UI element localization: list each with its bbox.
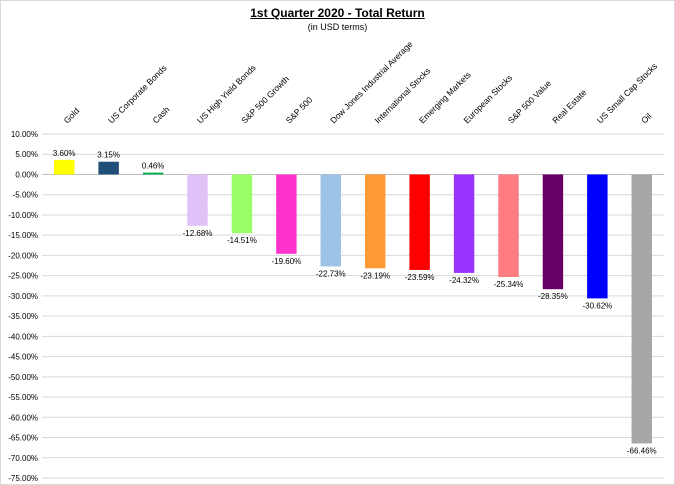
data-label: -66.46% bbox=[627, 446, 657, 455]
y-tick-label: -30.00% bbox=[8, 292, 38, 301]
y-tick-label: -55.00% bbox=[8, 393, 38, 402]
bar bbox=[98, 161, 119, 175]
category-label: Cash bbox=[150, 104, 171, 125]
y-tick-label: -10.00% bbox=[8, 211, 38, 220]
y-tick-label: -65.00% bbox=[8, 434, 38, 443]
bar bbox=[587, 174, 608, 299]
data-label: -23.59% bbox=[405, 273, 435, 282]
data-label: -14.51% bbox=[227, 236, 257, 245]
y-tick-label: -40.00% bbox=[8, 332, 38, 341]
data-label: -25.34% bbox=[494, 280, 524, 289]
y-tick-label: 10.00% bbox=[11, 130, 38, 139]
bar bbox=[364, 174, 386, 269]
y-tick-label: -50.00% bbox=[8, 373, 38, 382]
y-tick-label: -70.00% bbox=[8, 454, 38, 463]
y-tick-label: -5.00% bbox=[13, 191, 38, 200]
data-label: 3.15% bbox=[97, 151, 120, 160]
data-labels: 3.60% 3.15% 0.46% -12.68% -14.51% -19.60% -22.… bbox=[53, 149, 657, 456]
y-tick-label: -20.00% bbox=[8, 251, 38, 260]
y-tick-label: -15.00% bbox=[8, 231, 38, 240]
bar bbox=[542, 174, 564, 290]
data-label: -22.73% bbox=[316, 269, 346, 278]
bar bbox=[409, 174, 430, 270]
bar bbox=[498, 174, 519, 278]
y-tick-label: -60.00% bbox=[8, 413, 38, 422]
data-label: -23.19% bbox=[360, 271, 390, 280]
category-label: S&P 500 bbox=[284, 95, 315, 126]
category-label: Oil bbox=[639, 111, 653, 125]
data-label: -28.35% bbox=[538, 292, 568, 301]
bars bbox=[53, 159, 653, 444]
data-label: -24.32% bbox=[449, 276, 479, 285]
y-tick-label: -25.00% bbox=[8, 272, 38, 281]
gridlines bbox=[42, 133, 664, 479]
chart-title: 1st Quarter 2020 - Total Return bbox=[250, 6, 425, 20]
bar bbox=[320, 174, 342, 267]
y-tick-label: -75.00% bbox=[8, 474, 38, 483]
category-label: S&P 500 Value bbox=[506, 78, 553, 125]
y-tick-label: -35.00% bbox=[8, 312, 38, 321]
bar bbox=[231, 174, 253, 234]
data-label: 3.60% bbox=[53, 149, 76, 158]
category-label: Gold bbox=[62, 105, 82, 125]
data-label: 0.46% bbox=[142, 162, 165, 171]
data-label: -19.60% bbox=[271, 257, 301, 266]
data-label: -30.62% bbox=[582, 301, 612, 310]
bar bbox=[187, 174, 208, 226]
y-tick-label: -45.00% bbox=[8, 353, 38, 362]
y-axis: 10.00% 5.00% 0.00% -5.00% -10.00% -15.00% -20.… bbox=[8, 130, 38, 483]
y-tick-label: 0.00% bbox=[15, 170, 38, 179]
bar bbox=[142, 172, 164, 175]
y-tick-label: 5.00% bbox=[15, 150, 38, 159]
bar bbox=[53, 159, 75, 175]
chart-subtitle: (in USD terms) bbox=[307, 22, 368, 32]
bar bbox=[276, 174, 297, 254]
data-label: -12.68% bbox=[183, 229, 213, 238]
bar bbox=[631, 174, 653, 444]
category-label: Dow Jones Industrial Average bbox=[328, 39, 415, 126]
category-label: Real Estate bbox=[550, 87, 588, 125]
bar bbox=[453, 174, 475, 273]
